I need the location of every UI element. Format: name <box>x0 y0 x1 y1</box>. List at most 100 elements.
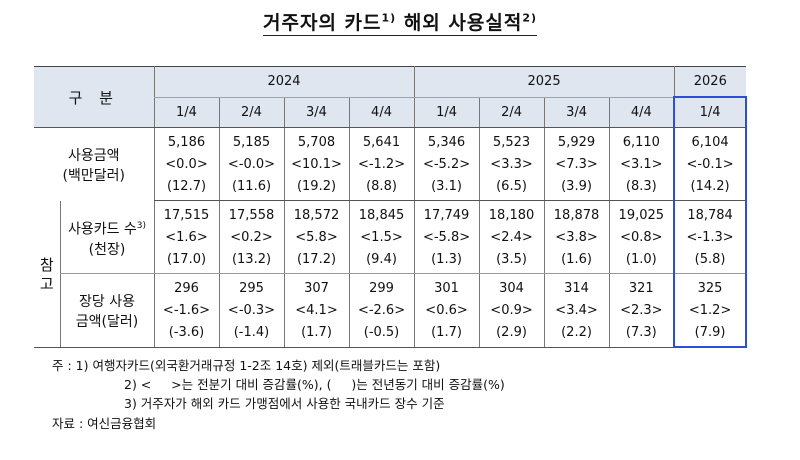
table-cell-highlight: 18,784 <box>673 200 748 226</box>
table-cell: <-0.0> <box>218 153 284 175</box>
header-row-quarters: 1/4 2/4 3/4 4/4 1/4 2/4 3/4 4/4 1/4 <box>34 96 748 128</box>
table-cell: (2.2) <box>543 321 610 348</box>
footnote-3: 3) 거주자가 해외 카드 가맹점에서 사용한 국내카드 장수 기준 <box>124 396 445 411</box>
row-label-footnote: 3) <box>136 221 147 232</box>
table-cell: 19,025 <box>608 200 675 226</box>
table-row: (17.0) (13.2) (17.2) (9.4) (1.3) (3.5) (… <box>34 248 748 274</box>
table-row: <0.0> <-0.0> <10.1> <-1.2> <-5.2> <3.3> … <box>34 153 748 175</box>
table-cell: <10.1> <box>283 153 349 175</box>
table-cell: 307 <box>283 273 349 299</box>
table-cell: 5,641 <box>348 127 415 153</box>
card-usage-table: 구 분 2024 2025 2026 1/4 2/4 3/4 4/4 1/4 2… <box>34 66 748 348</box>
table-cell: <2.3> <box>608 299 675 321</box>
table-cell: (-1.4) <box>218 321 284 348</box>
quarter-header: 2/4 <box>478 97 545 128</box>
table-cell: (3.1) <box>413 175 480 201</box>
table-row: (12.7) (11.6) (19.2) (8.8) (3.1) (6.5) (… <box>34 175 748 201</box>
side-label-reference: 참 고 <box>34 200 60 348</box>
table-cell: <3.1> <box>608 153 675 175</box>
quarter-header: 4/4 <box>348 97 415 128</box>
table-cell: <-1.2> <box>348 153 415 175</box>
table-cell: 5,929 <box>543 127 610 153</box>
table-cell: (6.5) <box>478 175 545 201</box>
year-header-2026: 2026 <box>673 66 747 98</box>
table-cell: <3.8> <box>543 226 610 248</box>
table-cell: (1.0) <box>608 248 675 274</box>
table-row: (-3.6) (-1.4) (1.7) (-0.5) (1.7) (2.9) (… <box>34 321 748 348</box>
table-cell: (7.3) <box>608 321 675 348</box>
year-header-2024: 2024 <box>153 66 415 98</box>
table-cell: <7.3> <box>543 153 610 175</box>
table-cell: 295 <box>218 273 284 299</box>
footnote-1-text: 여행자카드(외국환거래규정 1-2조 14호) 제외(트래블카드는 포함) <box>92 358 441 373</box>
table-cell: 5,708 <box>283 127 349 153</box>
table-cell: 17,558 <box>218 200 284 226</box>
table-cell: (-0.5) <box>348 321 415 348</box>
table-cell: <-0.3> <box>218 299 284 321</box>
table-cell: 17,749 <box>413 200 480 226</box>
table-cell: 17,515 <box>153 200 219 226</box>
title-footnote-2: 2) <box>522 11 537 25</box>
table-cell: (3.9) <box>543 175 610 201</box>
table-cell: 301 <box>413 273 480 299</box>
table-cell: (9.4) <box>348 248 415 274</box>
row-label-line2: (천장) <box>88 242 126 259</box>
table-cell-highlight: <-1.3> <box>673 226 748 248</box>
table-cell: <1.5> <box>348 226 415 248</box>
row-label-line1: 사용금액 <box>67 147 120 164</box>
table-cell: (1.6) <box>543 248 610 274</box>
year-header-2025: 2025 <box>413 66 675 98</box>
table-cell-highlight: <1.2> <box>673 299 748 321</box>
table-cell: (-3.6) <box>153 321 219 348</box>
table-cell: 18,572 <box>283 200 349 226</box>
table-cell-highlight: <-0.1> <box>673 153 748 175</box>
table-cell: (8.3) <box>608 175 675 201</box>
table-cell-highlight: (7.9) <box>673 321 748 348</box>
quarter-header: 1/4 <box>413 97 480 128</box>
table-row: <1.6> <0.2> <5.8> <1.5> <-5.8> <2.4> <3.… <box>34 226 748 248</box>
table-cell: <0.8> <box>608 226 675 248</box>
table-cell: 314 <box>543 273 610 299</box>
side-label-char1: 참 <box>39 256 54 274</box>
table-cell-highlight: 6,104 <box>673 127 748 153</box>
header-row-years: 구 분 2024 2025 2026 <box>34 66 747 128</box>
table-cell: <0.2> <box>218 226 284 248</box>
table-cell: (19.2) <box>283 175 349 201</box>
table-cell: <3.4> <box>543 299 610 321</box>
table-cell: (1.7) <box>283 321 349 348</box>
source-note: 자료 : 여신금융협회 <box>52 416 157 431</box>
row-label-amount: 사용금액 (백만달러) <box>34 128 154 201</box>
page-title: 거주자의 카드1) 해외 사용실적2) <box>0 8 800 36</box>
table-cell: <0.9> <box>478 299 545 321</box>
row-label-line1: 장당 사용 <box>79 293 135 310</box>
table-cell: <2.4> <box>478 226 545 248</box>
table-cell: 321 <box>608 273 675 299</box>
row-label-line2: (백만달러) <box>62 167 125 184</box>
table-cell: 296 <box>153 273 219 299</box>
title-text: 거주자의 카드 <box>263 12 382 34</box>
footnote-prefix: 주 : 1) <box>52 358 89 373</box>
quarter-header: 2/4 <box>218 97 284 128</box>
table-cell: <5.8> <box>283 226 349 248</box>
footnote-2: 2) < >는 전분기 대비 증감률(%), ( )는 전년동기 대비 증감률(… <box>124 377 505 392</box>
quarter-header: 4/4 <box>608 97 675 128</box>
table-cell: <4.1> <box>283 299 349 321</box>
footnotes: 주 : 1) 여행자카드(외국환거래규정 1-2조 14호) 제외(트래블카드는… <box>52 356 505 413</box>
table-cell: (8.8) <box>348 175 415 201</box>
table-cell: 5,185 <box>218 127 284 153</box>
row-label-per-card: 장당 사용 금액(달러) <box>59 273 154 348</box>
row-label-line1: 사용카드 수 <box>67 222 137 239</box>
table-cell: (2.9) <box>478 321 545 348</box>
side-label-char2: 고 <box>39 275 54 293</box>
table-cell-highlight: (5.8) <box>673 248 748 274</box>
table-cell: <-5.8> <box>413 226 480 248</box>
table-cell: 6,110 <box>608 127 675 153</box>
table-cell: <0.0> <box>153 153 219 175</box>
table-cell: (3.5) <box>478 248 545 274</box>
title-text-2: 해외 사용실적 <box>403 12 523 34</box>
table-cell: <-5.2> <box>413 153 480 175</box>
table-cell: <-1.6> <box>153 299 219 321</box>
table-cell-highlight: (14.2) <box>673 175 748 201</box>
table-cell: (17.2) <box>283 248 349 274</box>
quarter-header-highlight: 1/4 <box>673 96 748 128</box>
